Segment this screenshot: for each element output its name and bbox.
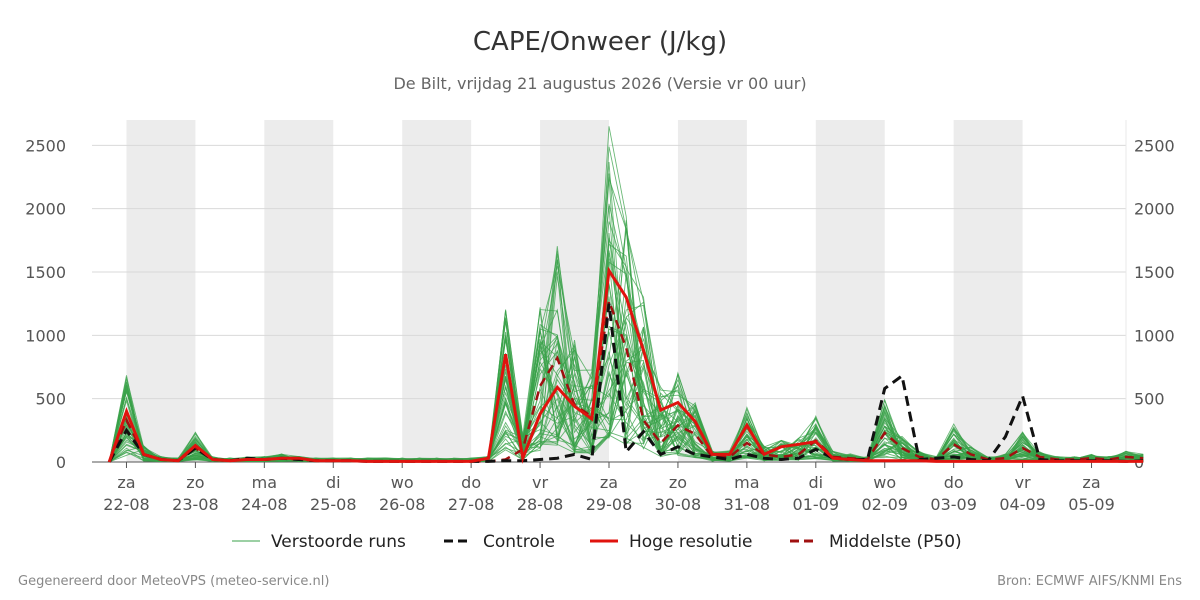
weekend-band xyxy=(953,120,1023,462)
x-tick-date: 05-09 xyxy=(1068,495,1115,514)
y-tick-label: 0 xyxy=(56,453,66,472)
y-tick-label-right: 1500 xyxy=(1134,263,1175,282)
weekend-band xyxy=(402,120,472,462)
x-tick-day: za xyxy=(600,473,618,492)
x-tick-day: di xyxy=(808,473,823,492)
x-axis: za 22-08 zo 23-08 ma 24-08 di 25-08 wo 26-08 do 27-… xyxy=(103,462,1115,514)
x-tick-date: 27-08 xyxy=(448,495,495,514)
y-tick-label: 1000 xyxy=(25,326,66,345)
series-hoge-resolutie xyxy=(107,266,1144,464)
x-tick-date: 01-09 xyxy=(793,495,840,514)
x-tick-date: 31-08 xyxy=(724,495,771,514)
x-tick-day: wo xyxy=(873,473,896,492)
legend-label-p50: Middelste (P50) xyxy=(829,532,962,552)
x-tick-day: do xyxy=(944,473,964,492)
x-tick-date: 22-08 xyxy=(103,495,150,514)
x-tick-date: 23-08 xyxy=(172,495,219,514)
weekend-band xyxy=(815,120,885,462)
weekend-band xyxy=(264,120,334,462)
x-tick-date: 02-09 xyxy=(861,495,908,514)
x-tick-date: 26-08 xyxy=(379,495,426,514)
x-tick-date: 04-09 xyxy=(999,495,1046,514)
y-tick-label: 2500 xyxy=(25,136,66,155)
x-tick-day: ma xyxy=(252,473,277,492)
y-tick-label-right: 2500 xyxy=(1134,136,1175,155)
x-tick-day: vr xyxy=(1015,473,1031,492)
x-tick-date: 29-08 xyxy=(586,495,633,514)
y-tick-label-right: 2000 xyxy=(1134,200,1175,219)
x-tick-date: 25-08 xyxy=(310,495,357,514)
footer-source: Bron: ECMWF AIFS/KNMI Ens xyxy=(997,574,1182,589)
x-tick-day: di xyxy=(326,473,341,492)
chart-title: CAPE/Onweer (J/kg) xyxy=(473,27,727,57)
y-tick-label: 500 xyxy=(35,390,66,409)
footer-credit: Gegenereerd door MeteoVPS (meteo-service… xyxy=(18,574,329,589)
x-tick-day: vr xyxy=(532,473,548,492)
x-tick-day: za xyxy=(117,473,135,492)
x-tick-date: 28-08 xyxy=(517,495,564,514)
x-tick-day: ma xyxy=(734,473,759,492)
x-tick-day: zo xyxy=(186,473,204,492)
weekend-band xyxy=(126,120,196,462)
x-tick-day: zo xyxy=(669,473,687,492)
legend-label-hres: Hoge resolutie xyxy=(629,532,753,552)
x-tick-day: wo xyxy=(391,473,414,492)
x-tick-date: 30-08 xyxy=(655,495,702,514)
legend-label-ctrl: Controle xyxy=(483,532,555,552)
x-tick-date: 24-08 xyxy=(241,495,288,514)
legend: Verstoorde runs Controle Hoge resolutie Mid… xyxy=(232,532,962,552)
x-tick-date: 03-09 xyxy=(930,495,977,514)
y-tick-label-right: 500 xyxy=(1134,390,1165,409)
chart-subtitle: De Bilt, vrijdag 21 augustus 2026 (Versi… xyxy=(393,74,806,93)
y-axis-left: 0 500 1000 1500 2000 2500 xyxy=(25,136,66,472)
ensemble-member-line xyxy=(108,221,1144,463)
legend-label-ens: Verstoorde runs xyxy=(271,532,406,552)
ensemble-member-line xyxy=(108,328,1144,463)
ensemble-member-line xyxy=(108,318,1144,463)
y-tick-label-right: 1000 xyxy=(1134,326,1175,345)
y-tick-label: 1500 xyxy=(25,263,66,282)
x-tick-day: za xyxy=(1082,473,1100,492)
y-tick-label: 2000 xyxy=(25,200,66,219)
x-tick-day: do xyxy=(461,473,481,492)
